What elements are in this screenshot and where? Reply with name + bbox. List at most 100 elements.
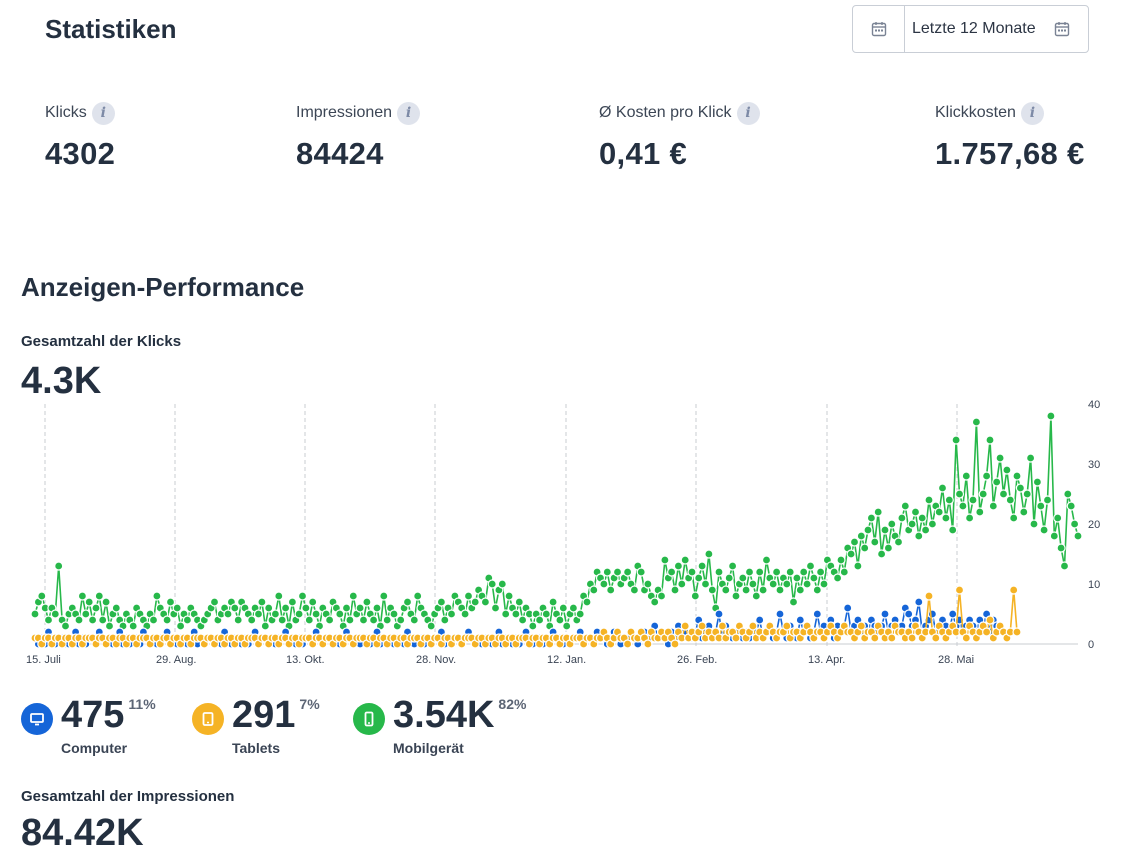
data-point[interactable]: [60, 621, 71, 631]
data-point[interactable]: [152, 591, 162, 601]
data-point[interactable]: [480, 597, 490, 607]
data-point[interactable]: [511, 609, 521, 619]
data-point[interactable]: [755, 567, 765, 577]
data-point[interactable]: [802, 579, 812, 589]
data-point[interactable]: [528, 621, 538, 631]
data-point[interactable]: [504, 591, 514, 601]
data-point[interactable]: [402, 597, 413, 607]
data-point[interactable]: [436, 597, 446, 607]
data-point[interactable]: [426, 621, 436, 631]
data-point[interactable]: [1053, 513, 1063, 523]
data-point[interactable]: [176, 621, 186, 631]
data-point[interactable]: [84, 597, 94, 607]
data-point[interactable]: [819, 579, 829, 589]
data-point[interactable]: [666, 567, 677, 577]
data-point[interactable]: [893, 537, 904, 547]
data-point[interactable]: [1059, 561, 1070, 571]
data-point[interactable]: [900, 501, 910, 511]
data-point[interactable]: [812, 609, 822, 619]
data-point[interactable]: [937, 483, 948, 493]
data-point[interactable]: [182, 615, 192, 625]
data-point[interactable]: [917, 513, 927, 523]
data-point[interactable]: [379, 591, 389, 601]
data-point[interactable]: [470, 597, 480, 607]
data-point[interactable]: [914, 531, 924, 541]
data-point[interactable]: [995, 453, 1005, 463]
data-point[interactable]: [961, 633, 971, 643]
date-range-field[interactable]: Letzte 12 Monate: [905, 6, 1088, 52]
data-point[interactable]: [1005, 495, 1015, 505]
data-point[interactable]: [755, 615, 765, 625]
data-point[interactable]: [690, 591, 700, 601]
data-point[interactable]: [866, 513, 877, 523]
data-point[interactable]: [172, 603, 182, 613]
data-point[interactable]: [294, 609, 304, 619]
data-point[interactable]: [971, 417, 982, 427]
data-point[interactable]: [629, 585, 640, 595]
data-point[interactable]: [656, 591, 667, 601]
data-point[interactable]: [782, 621, 792, 631]
data-point[interactable]: [751, 591, 761, 601]
data-point[interactable]: [101, 597, 111, 607]
data-point[interactable]: [50, 609, 60, 619]
data-point[interactable]: [358, 615, 369, 625]
data-point[interactable]: [602, 567, 612, 577]
data-point[interactable]: [704, 549, 714, 559]
data-point[interactable]: [795, 615, 805, 625]
data-point[interactable]: [599, 579, 609, 589]
data-point[interactable]: [104, 621, 115, 631]
data-point[interactable]: [809, 573, 819, 583]
data-point[interactable]: [876, 549, 887, 559]
data-point[interactable]: [907, 633, 917, 643]
data-point[interactable]: [832, 573, 843, 583]
data-point[interactable]: [727, 561, 738, 571]
data-point[interactable]: [490, 603, 501, 613]
data-point[interactable]: [775, 609, 785, 619]
data-point[interactable]: [308, 597, 318, 607]
data-point[interactable]: [849, 537, 860, 547]
data-point[interactable]: [270, 609, 280, 619]
data-point[interactable]: [964, 513, 975, 523]
data-point[interactable]: [904, 609, 914, 619]
data-point[interactable]: [1073, 531, 1083, 541]
data-point[interactable]: [687, 567, 697, 577]
data-point[interactable]: [277, 615, 287, 625]
data-point[interactable]: [1009, 513, 1019, 523]
data-point[interactable]: [54, 561, 64, 571]
data-point[interactable]: [606, 585, 616, 595]
data-point[interactable]: [968, 495, 978, 505]
data-point[interactable]: [589, 585, 599, 595]
data-point[interactable]: [799, 567, 809, 577]
data-point[interactable]: [582, 597, 592, 607]
data-point[interactable]: [460, 609, 470, 619]
data-point[interactable]: [680, 555, 690, 565]
data-point[interactable]: [562, 621, 572, 631]
data-point[interactable]: [91, 603, 101, 613]
data-point[interactable]: [260, 621, 270, 631]
data-point[interactable]: [910, 507, 921, 517]
data-point[interactable]: [856, 621, 866, 631]
data-point[interactable]: [128, 621, 138, 631]
data-point[interactable]: [1009, 585, 1019, 595]
data-point[interactable]: [707, 585, 717, 595]
data-point[interactable]: [761, 555, 772, 565]
data-point[interactable]: [98, 615, 108, 625]
data-point[interactable]: [304, 615, 314, 625]
data-point[interactable]: [887, 519, 897, 529]
data-point[interactable]: [812, 585, 822, 595]
data-point[interactable]: [883, 543, 894, 553]
data-point[interactable]: [839, 567, 849, 577]
data-point[interactable]: [961, 471, 971, 481]
data-point[interactable]: [348, 591, 358, 601]
data-point[interactable]: [413, 591, 423, 601]
data-point[interactable]: [612, 567, 623, 577]
data-point[interactable]: [738, 573, 748, 583]
data-point[interactable]: [680, 621, 690, 631]
data-point[interactable]: [870, 633, 880, 643]
data-point[interactable]: [622, 567, 633, 577]
info-icon[interactable]: i: [736, 101, 760, 125]
data-point[interactable]: [568, 603, 579, 613]
data-point[interactable]: [914, 597, 924, 607]
data-point[interactable]: [1039, 525, 1049, 535]
data-point[interactable]: [463, 591, 474, 601]
